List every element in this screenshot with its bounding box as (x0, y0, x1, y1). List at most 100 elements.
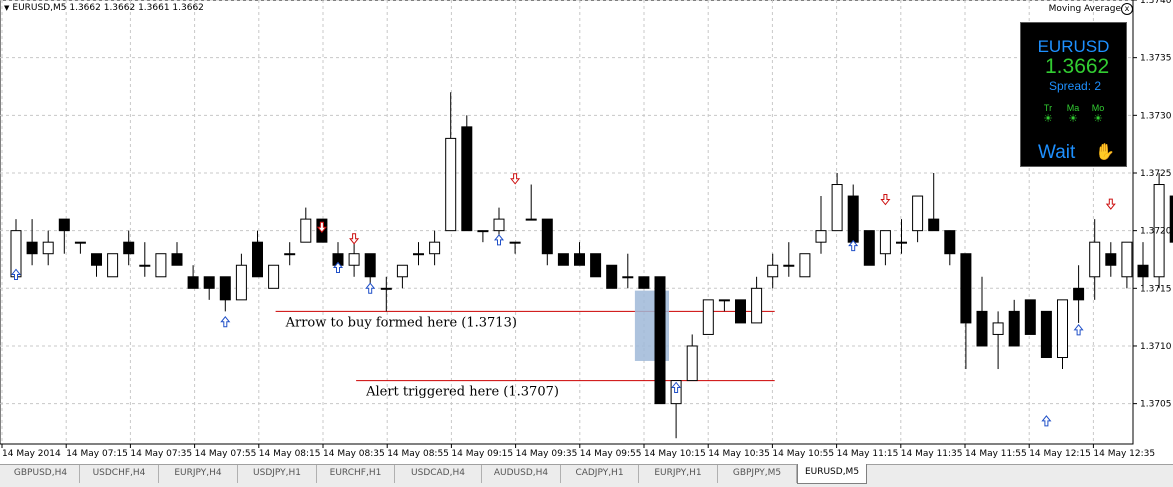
chart-tab[interactable]: USDCHF,H4 (80, 465, 159, 483)
y-tick-label: 1.3725 (1140, 169, 1172, 179)
candle (960, 253, 972, 370)
candle-body (767, 264, 779, 278)
candle-body (928, 218, 940, 232)
candle (718, 299, 730, 312)
chart-tab[interactable]: EURJPY,H4 (159, 465, 238, 483)
x-tick-label: 14 May 11:55 (965, 449, 1027, 459)
buy-arrow-icon (332, 261, 344, 274)
signal-trend: Tr ☀ (1036, 103, 1060, 125)
candle-body (429, 241, 441, 255)
candle-body (976, 310, 988, 347)
candle-body (58, 218, 70, 232)
candle (654, 276, 666, 405)
candle-body (74, 241, 86, 244)
candle-body (1024, 299, 1036, 335)
sell-arrow-icon (316, 221, 327, 233)
candle (896, 219, 907, 254)
candle (525, 184, 537, 221)
close-icon[interactable]: x (1121, 3, 1133, 15)
level-label: Arrow to buy formed here (1.3713) (285, 315, 517, 330)
x-tick-label: 14 May 10:15 (644, 449, 706, 459)
candle (574, 242, 585, 266)
candle (348, 242, 360, 277)
candle (912, 195, 924, 243)
candle-body (702, 299, 714, 335)
plot-frame (0, 0, 1134, 445)
chart-tab[interactable]: GBPUSD,H4 (2, 465, 80, 483)
candle (702, 299, 714, 335)
chart-tabs: GBPUSD,H4 USDCHF,H4 EURJPY,H4 USDJPY,H1 EURC… (0, 464, 1173, 487)
y-tick-label: 1.3735 (1140, 54, 1172, 64)
symbol-ohlc: EURUSD,M5 1.3662 1.3662 1.3661 1.3662 (12, 3, 204, 13)
candle-body (396, 264, 408, 278)
candle-body (107, 253, 119, 278)
chart-tab[interactable]: EURUSD,M5 (797, 464, 867, 484)
candle (863, 230, 875, 266)
indicator-label: Moving Average (1048, 4, 1121, 14)
chart-tab[interactable]: CADJPY,H1 (561, 465, 639, 483)
candle (187, 265, 199, 289)
chart-tab[interactable]: USDCAD,H4 (395, 465, 482, 483)
panel-spread: Spread: 2 (1049, 79, 1102, 93)
candle (380, 276, 392, 312)
signal-ma: Ma ☀ (1061, 103, 1085, 125)
candle-body (461, 126, 473, 232)
candle (284, 242, 296, 266)
signal-icon: ☀ (1093, 113, 1103, 125)
candle-body (219, 276, 231, 301)
candle-body (380, 287, 392, 290)
signal-momentum: Mo ☀ (1086, 103, 1110, 125)
y-axis: 1.3705 1.3710 1.3715 1.3720 1.3725 1.3730 1.37… (1133, 0, 1172, 410)
candle-body (590, 253, 602, 278)
collapse-triangle-icon[interactable]: ▼ (4, 4, 10, 12)
candle-body (203, 276, 215, 289)
chart-tab[interactable]: AUDUSD,H4 (482, 465, 561, 483)
grid (0, 0, 1134, 445)
candle (139, 242, 151, 277)
level-label: Alert triggered here (1.3707) (365, 385, 559, 400)
chart-tab[interactable]: USDJPY,H1 (238, 465, 317, 483)
candle-body (1153, 184, 1165, 278)
candle (1089, 219, 1101, 300)
candle-body (509, 241, 521, 244)
y-tick-label: 1.3715 (1140, 284, 1172, 294)
y-tick-label: 1.3705 (1140, 400, 1172, 410)
candle (1008, 299, 1020, 347)
candle (686, 334, 698, 382)
candle (847, 184, 859, 243)
candle (590, 253, 602, 278)
price-chart[interactable]: Arrow to buy formed here (1.3713) Alert t… (0, 0, 1173, 464)
candle (300, 207, 312, 243)
x-tick-label: 14 May 07:15 (66, 449, 128, 459)
candle-body (992, 322, 1004, 335)
chart-tab[interactable]: EURJPY,H1 (639, 465, 718, 483)
chart-tab[interactable]: EURCHF,H1 (317, 465, 395, 483)
candle-body (783, 264, 795, 267)
x-tick-label: 14 May 08:35 (323, 449, 385, 459)
candle (1169, 195, 1173, 243)
signal-icon: ☀ (1043, 113, 1053, 125)
chart-tab[interactable]: GBPJPY,M5 (718, 465, 797, 483)
x-tick-label: 14 May 08:15 (259, 449, 321, 459)
x-tick-label: 14 May 10:55 (772, 449, 834, 459)
candle-body (123, 241, 135, 255)
candle-body (91, 253, 102, 266)
price-levels: Arrow to buy formed here (1.3713) Alert t… (275, 310, 775, 400)
panel-price: 1.3662 (1045, 55, 1110, 78)
x-tick-label: 14 May 07:35 (130, 449, 192, 459)
signal-arrows (10, 173, 1116, 427)
x-tick-label: 14 May 09:15 (451, 449, 513, 459)
candle (155, 253, 167, 278)
candle (735, 299, 746, 324)
y-tick-label: 1.3720 (1140, 227, 1172, 237)
candle-body (525, 218, 537, 221)
candle-body (944, 230, 956, 255)
candle (123, 230, 135, 266)
candlestick-chart-svg[interactable]: Arrow to buy formed here (1.3713) Alert t… (0, 0, 1173, 464)
candle (445, 92, 457, 232)
candle-body (1040, 310, 1052, 359)
candle-body (799, 253, 811, 278)
candle (1137, 242, 1149, 289)
candle-body (413, 253, 424, 256)
candle (429, 230, 441, 266)
